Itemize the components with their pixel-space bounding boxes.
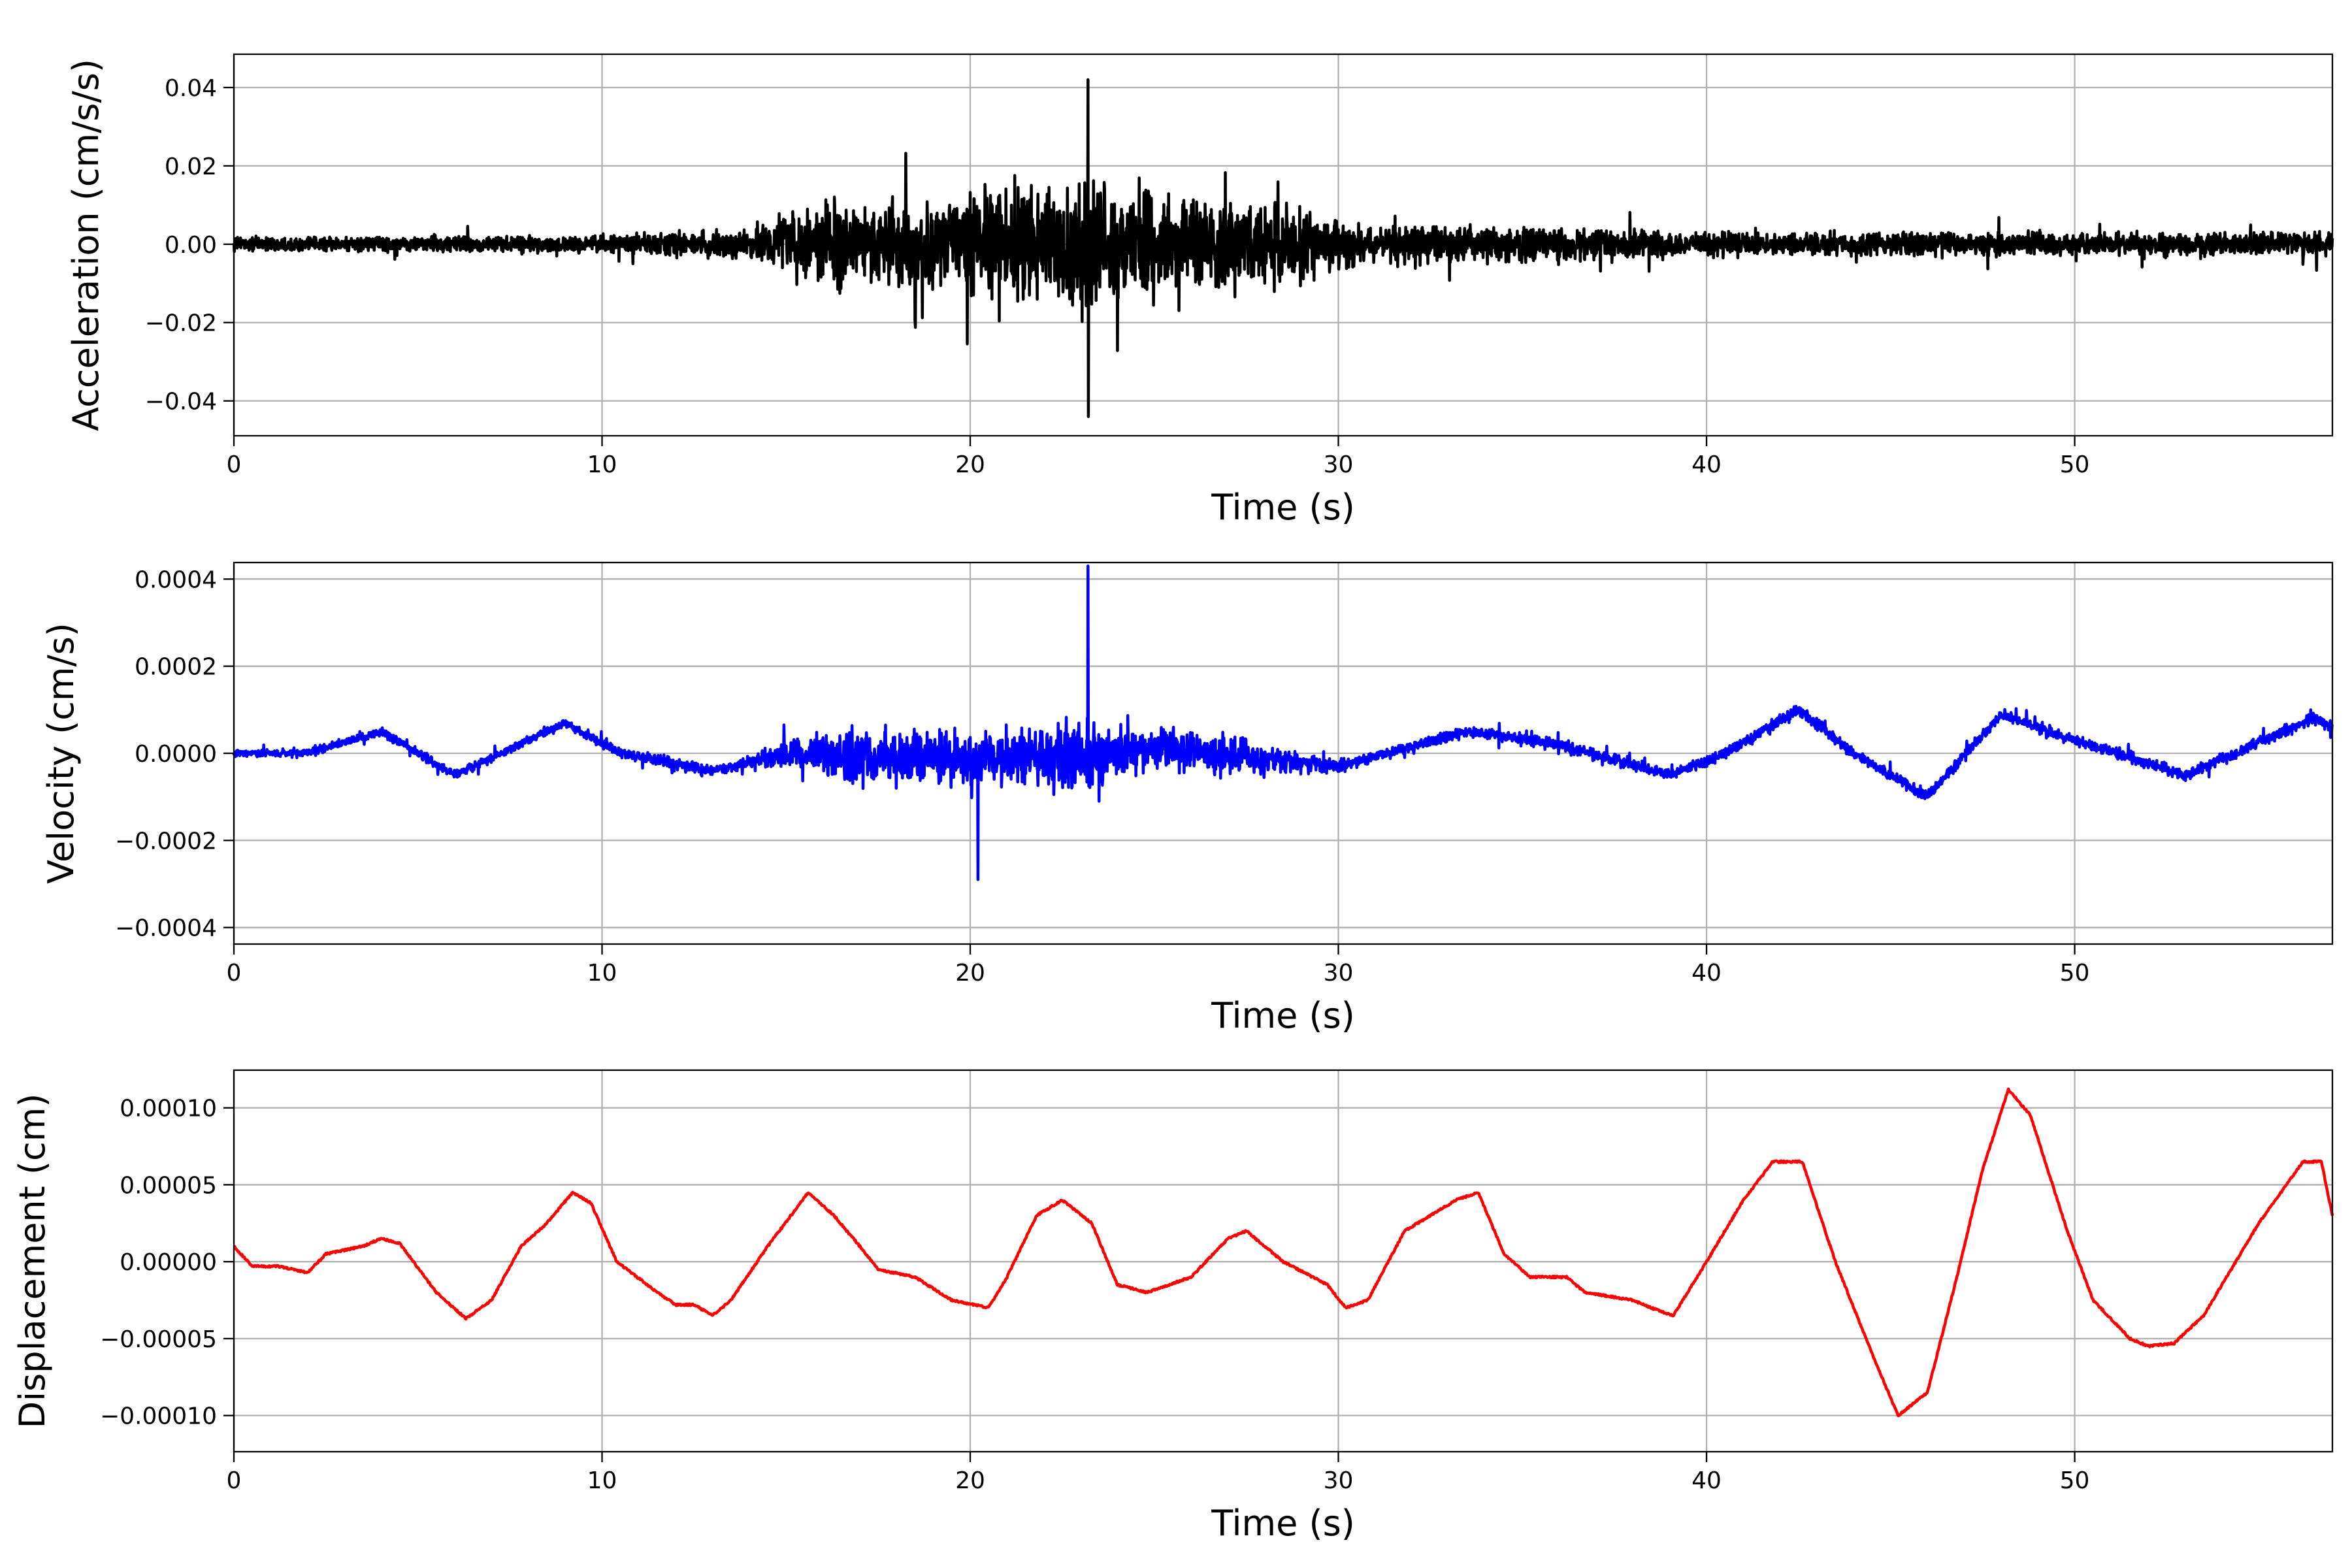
x-tick-label: 30	[1324, 1467, 1354, 1494]
y-tick-label: 0.00000	[120, 1249, 217, 1276]
x-tick-label: 20	[955, 451, 985, 478]
x-axis-label: Time (s)	[1211, 487, 1355, 528]
y-axis-label: Acceleration (cm/s/s)	[65, 59, 106, 431]
y-tick-label: 0.0002	[135, 654, 217, 681]
y-tick-label: 0.00010	[120, 1096, 217, 1122]
x-tick-label: 10	[587, 451, 617, 478]
x-tick-label: 50	[2060, 960, 2090, 987]
acceleration-series-line	[232, 78, 2334, 418]
axes-frame	[233, 561, 2334, 945]
x-tick-label: 0	[227, 451, 242, 478]
x-tick-label: 10	[587, 1467, 617, 1494]
x-tick-label: 50	[2060, 451, 2090, 478]
axes-frame	[233, 1069, 2334, 1453]
y-tick-label: 0.00	[165, 232, 217, 259]
x-tick-label: 50	[2060, 1467, 2090, 1494]
x-tick-label: 40	[1691, 451, 1722, 478]
y-tick-label: 0.0000	[135, 741, 217, 768]
velocity-series-line	[232, 564, 2334, 881]
x-tick-label: 30	[1324, 960, 1354, 987]
y-tick-label: 0.02	[165, 154, 217, 180]
y-tick-label: 0.00005	[120, 1172, 217, 1199]
y-tick-label: −0.02	[145, 310, 217, 337]
x-tick-label: 0	[227, 1467, 242, 1494]
x-tick-label: 40	[1691, 960, 1722, 987]
y-tick-label: −0.04	[145, 389, 217, 416]
x-tick-label: 40	[1691, 1467, 1722, 1494]
y-tick-label: 0.0004	[135, 566, 217, 593]
displacement-series-line	[233, 1087, 2334, 1418]
velocity-subplot: 0 10 20 30 40 50 0.0004 0.0002 0.0000 −0.0002 −0.0…	[41, 561, 2334, 1036]
x-tick-label: 30	[1324, 451, 1354, 478]
y-tick-label: 0.04	[165, 75, 217, 102]
x-tick-label: 20	[955, 960, 985, 987]
acceleration-subplot: 0 10 20 30 40 50 0.04 0.02 0.00 −0.02 −0.04 Time (s…	[65, 53, 2334, 528]
y-tick-label: −0.0004	[115, 915, 217, 942]
y-tick-label: −0.00010	[100, 1403, 217, 1430]
displacement-subplot: 0 10 20 30 40 50 0.00010 0.00005 0.00000 −0.00005…	[12, 1069, 2334, 1544]
y-tick-label: −0.00005	[100, 1326, 217, 1353]
x-tick-label: 10	[587, 960, 617, 987]
y-axis-label: Displacement (cm)	[12, 1094, 53, 1429]
axes-frame	[233, 53, 2334, 437]
x-axis-label: Time (s)	[1211, 995, 1355, 1036]
y-axis-label: Velocity (cm/s)	[41, 623, 82, 884]
x-tick-label: 20	[955, 1467, 985, 1494]
y-tick-label: −0.0002	[115, 828, 217, 855]
x-tick-label: 0	[227, 960, 242, 987]
x-axis-label: Time (s)	[1211, 1503, 1355, 1544]
